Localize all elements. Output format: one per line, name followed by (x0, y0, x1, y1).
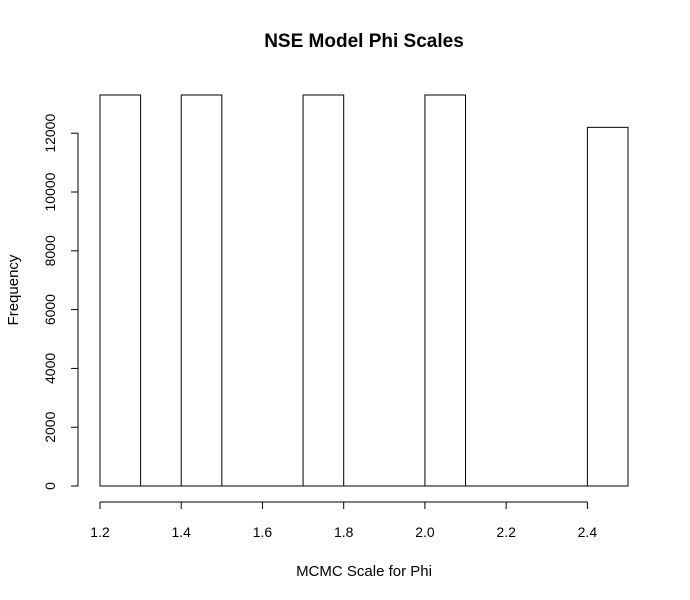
y-tick-label: 2000 (42, 411, 58, 442)
y-tick-label: 10000 (42, 172, 58, 211)
y-tick-label: 0 (42, 482, 58, 490)
y-tick-label: 6000 (42, 294, 58, 325)
chart-title: NSE Model Phi Scales (264, 31, 464, 52)
y-tick-label: 12000 (42, 114, 58, 153)
histogram-bar (424, 94, 467, 487)
histogram-bar (302, 94, 345, 487)
x-tick-label: 1.2 (90, 524, 110, 540)
x-tick-label: 1.6 (253, 524, 273, 540)
histogram-bar (586, 126, 629, 487)
x-tick-label: 2.0 (415, 524, 435, 540)
x-tick-label: 2.4 (578, 524, 598, 540)
y-axis-label: Frequency (5, 254, 22, 325)
histogram-bar (99, 94, 142, 487)
y-tick-label: 8000 (42, 235, 58, 266)
y-axis: 0 2000 4000 6000 8000 10000 12000 (42, 114, 79, 490)
histogram-bars (99, 94, 629, 487)
x-tick-label: 2.2 (496, 524, 516, 540)
y-tick-label: 4000 (42, 353, 58, 384)
x-axis-label: MCMC Scale for Phi (296, 563, 432, 580)
x-axis: 1.2 1.4 1.6 1.8 2.0 2.2 2.4 (90, 501, 598, 540)
histogram-bar (180, 94, 223, 487)
x-tick-label: 1.4 (171, 524, 191, 540)
x-tick-label: 1.8 (334, 524, 354, 540)
